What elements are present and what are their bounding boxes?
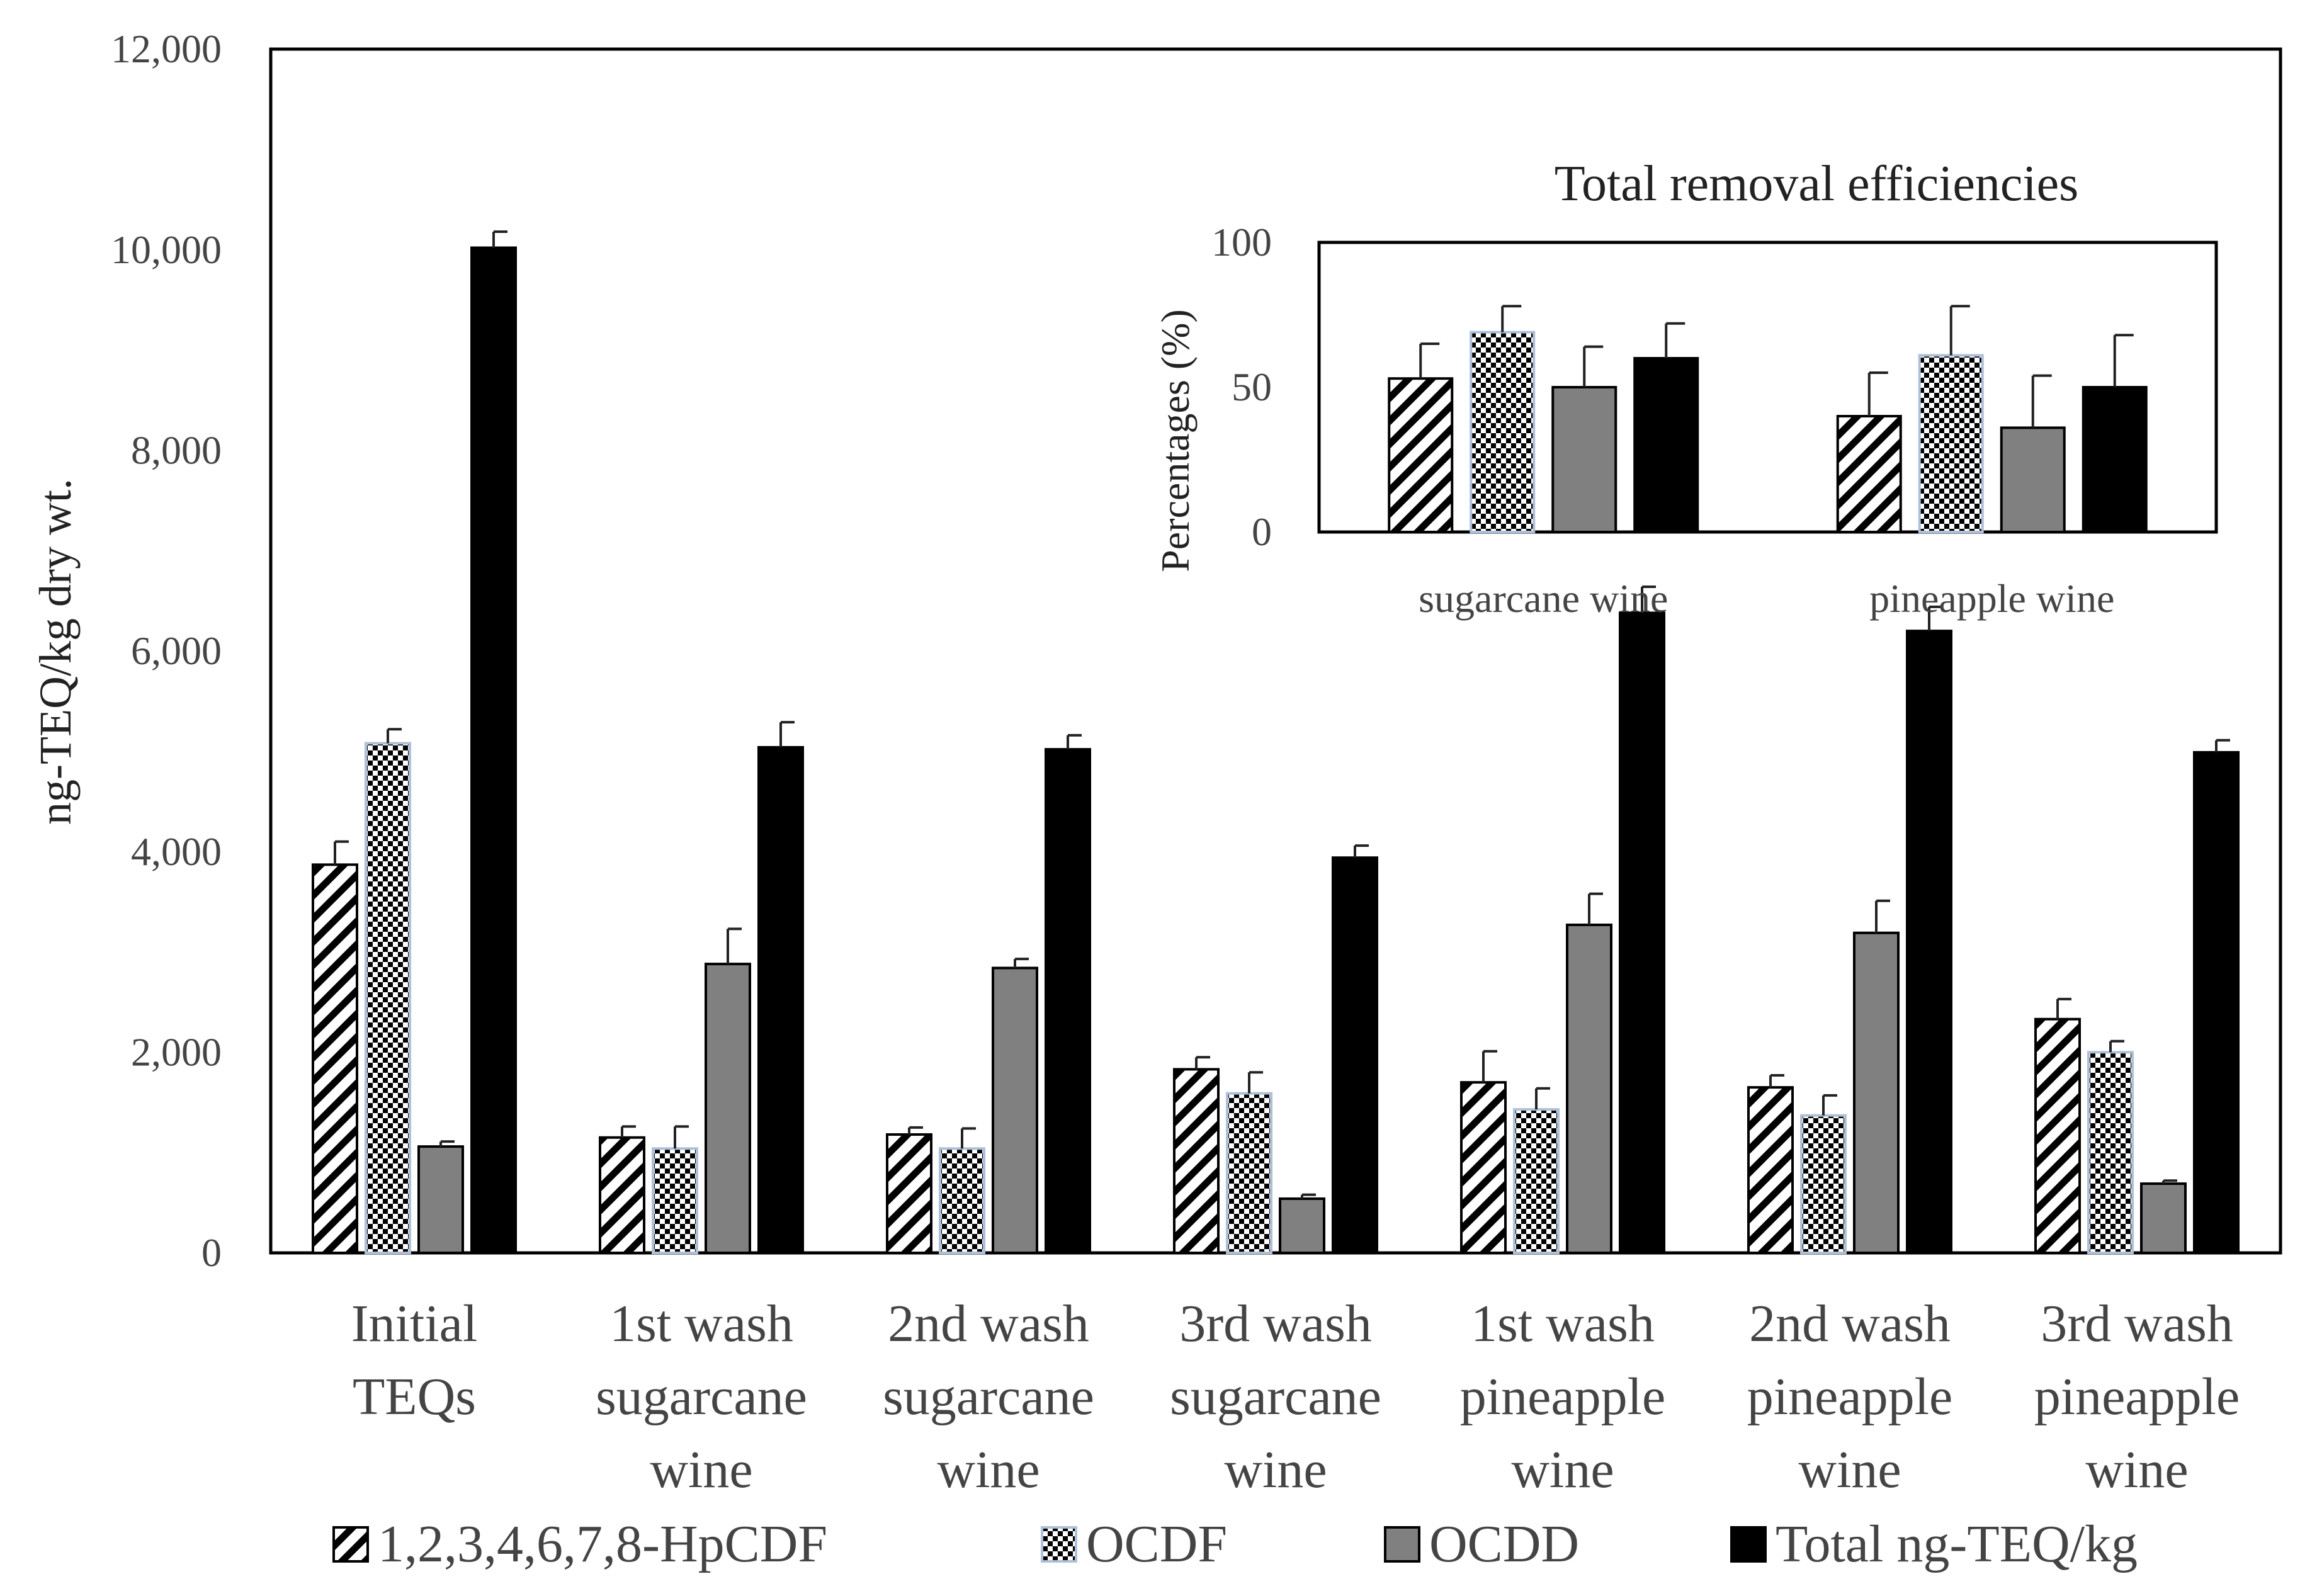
main-bar <box>1513 1108 1560 1254</box>
inset-x-axis: sugarcane wine pineapple wine <box>1419 576 2114 621</box>
inset-y-tick-label: 50 <box>1232 365 1272 409</box>
main-y-axis: 0 2,000 4,000 6,000 8,000 10,000 12,000 <box>111 26 222 1275</box>
inset-y-tick-label: 0 <box>1252 509 1272 554</box>
main-bar <box>1460 1081 1507 1254</box>
main-bar <box>599 1136 645 1255</box>
main-bar <box>2140 1182 2187 1255</box>
main-bar <box>1566 923 1612 1254</box>
main-x-tick-label: wine <box>1511 1440 1614 1499</box>
main-x-axis: Initial TEQs 1st wash sugarcane wine 2nd wash… <box>351 1294 2240 1499</box>
inset-chart: Total removal efficiencies 0 50 100 Percen… <box>1153 156 2218 621</box>
inset-x-tick-label: sugarcane wine <box>1419 576 1668 621</box>
main-y-tick-label: 8,000 <box>131 427 222 472</box>
main-x-tick-label: sugarcane <box>596 1367 807 1426</box>
inset-bar <box>1633 357 1699 533</box>
main-bar <box>1279 1197 1325 1254</box>
main-bars <box>312 230 2240 1255</box>
inset-bar <box>1918 354 1984 534</box>
inset-bar <box>2082 386 2148 533</box>
main-bar <box>417 1145 464 1255</box>
main-bar <box>1853 931 1900 1255</box>
main-bar <box>312 863 358 1254</box>
main-x-tick-label: pineapple <box>1747 1367 1953 1426</box>
main-bar <box>1906 630 1952 1254</box>
legend-swatch <box>332 1526 369 1563</box>
inset-bars <box>1388 305 2148 534</box>
main-y-tick-label: 0 <box>201 1230 222 1275</box>
main-bar <box>470 246 517 1255</box>
main-bar <box>992 966 1038 1254</box>
main-bar <box>2193 750 2240 1254</box>
main-x-tick-label: TEQs <box>353 1367 476 1426</box>
main-x-tick-label: 1st wash <box>609 1294 793 1353</box>
inset-bar <box>1470 331 1536 533</box>
main-y-tick-label: 4,000 <box>131 829 222 874</box>
main-bar <box>1332 856 1378 1254</box>
main-x-tick-label: sugarcane <box>1170 1367 1381 1426</box>
main-x-tick-label: wine <box>1224 1440 1327 1499</box>
main-x-tick-label: Initial <box>351 1294 478 1353</box>
main-bar <box>2087 1051 2134 1255</box>
main-bar <box>1045 748 1091 1254</box>
main-y-axis-label: ng-TEQ/kg dry wt. <box>30 478 81 825</box>
legend-swatch <box>1730 1526 1767 1563</box>
main-bar <box>365 742 411 1254</box>
main-x-tick-label: 3rd wash <box>1179 1294 1372 1353</box>
legend-label: Total ng-TEQ/kg <box>1776 1515 2138 1573</box>
legend-label: OCDD <box>1429 1515 1579 1573</box>
main-y-tick-label: 6,000 <box>131 628 222 673</box>
main-bar <box>939 1147 985 1254</box>
inset-y-axis-label: Percentages (%) <box>1153 309 1198 572</box>
main-bar <box>2034 1017 2081 1254</box>
main-x-tick-label: pineapple <box>2034 1367 2240 1426</box>
inset-y-axis: 0 50 100 <box>1211 220 1272 554</box>
main-x-tick-label: 2nd wash <box>1749 1294 1951 1353</box>
legend-swatch <box>1384 1526 1420 1563</box>
inset-bar <box>1388 377 1454 534</box>
main-y-tick-label: 12,000 <box>111 26 222 71</box>
legend-label: 1,2,3,4,6,7,8-HpCDF <box>378 1515 827 1573</box>
main-y-tick-label: 2,000 <box>131 1029 222 1074</box>
legend-swatch <box>1041 1526 1077 1563</box>
main-chart: 0 2,000 4,000 6,000 8,000 10,000 12,000 ng-TEQ… <box>30 26 2282 1499</box>
main-bar <box>1619 611 1665 1254</box>
main-x-tick-label: sugarcane <box>883 1367 1094 1426</box>
main-y-tick-label: 10,000 <box>111 227 222 272</box>
main-x-tick-label: 2nd wash <box>888 1294 1089 1353</box>
main-x-tick-label: wine <box>937 1440 1040 1499</box>
main-bar <box>1747 1086 1794 1254</box>
main-bar <box>1800 1114 1847 1255</box>
main-bar <box>652 1147 698 1254</box>
legend: 1,2,3,4,6,7,8-HpCDF OCDF OCDD Total ng-TEQ/… <box>332 1515 2138 1573</box>
inset-plot-frame <box>1317 241 2218 534</box>
main-x-tick-label: wine <box>650 1440 752 1499</box>
legend-label: OCDF <box>1086 1515 1227 1573</box>
inset-title: Total removal efficiencies <box>1555 156 2079 212</box>
main-x-tick-label: wine <box>1798 1440 1901 1499</box>
main-bar <box>705 963 751 1254</box>
main-bar <box>1226 1092 1272 1255</box>
main-bar <box>1173 1068 1220 1255</box>
main-plot-frame <box>269 47 2282 1255</box>
main-x-tick-label: 3rd wash <box>2041 1294 2233 1353</box>
main-x-tick-label: 1st wash <box>1471 1294 1655 1353</box>
inset-y-tick-label: 100 <box>1211 220 1272 264</box>
inset-bar <box>1836 415 1902 533</box>
inset-bar <box>1551 386 1617 533</box>
main-bar <box>757 745 804 1254</box>
main-x-tick-label: pineapple <box>1460 1367 1666 1426</box>
inset-x-tick-label: pineapple wine <box>1869 576 2114 621</box>
main-bar <box>886 1133 932 1255</box>
inset-bar <box>2000 426 2066 534</box>
main-x-tick-label: wine <box>2085 1440 2188 1499</box>
